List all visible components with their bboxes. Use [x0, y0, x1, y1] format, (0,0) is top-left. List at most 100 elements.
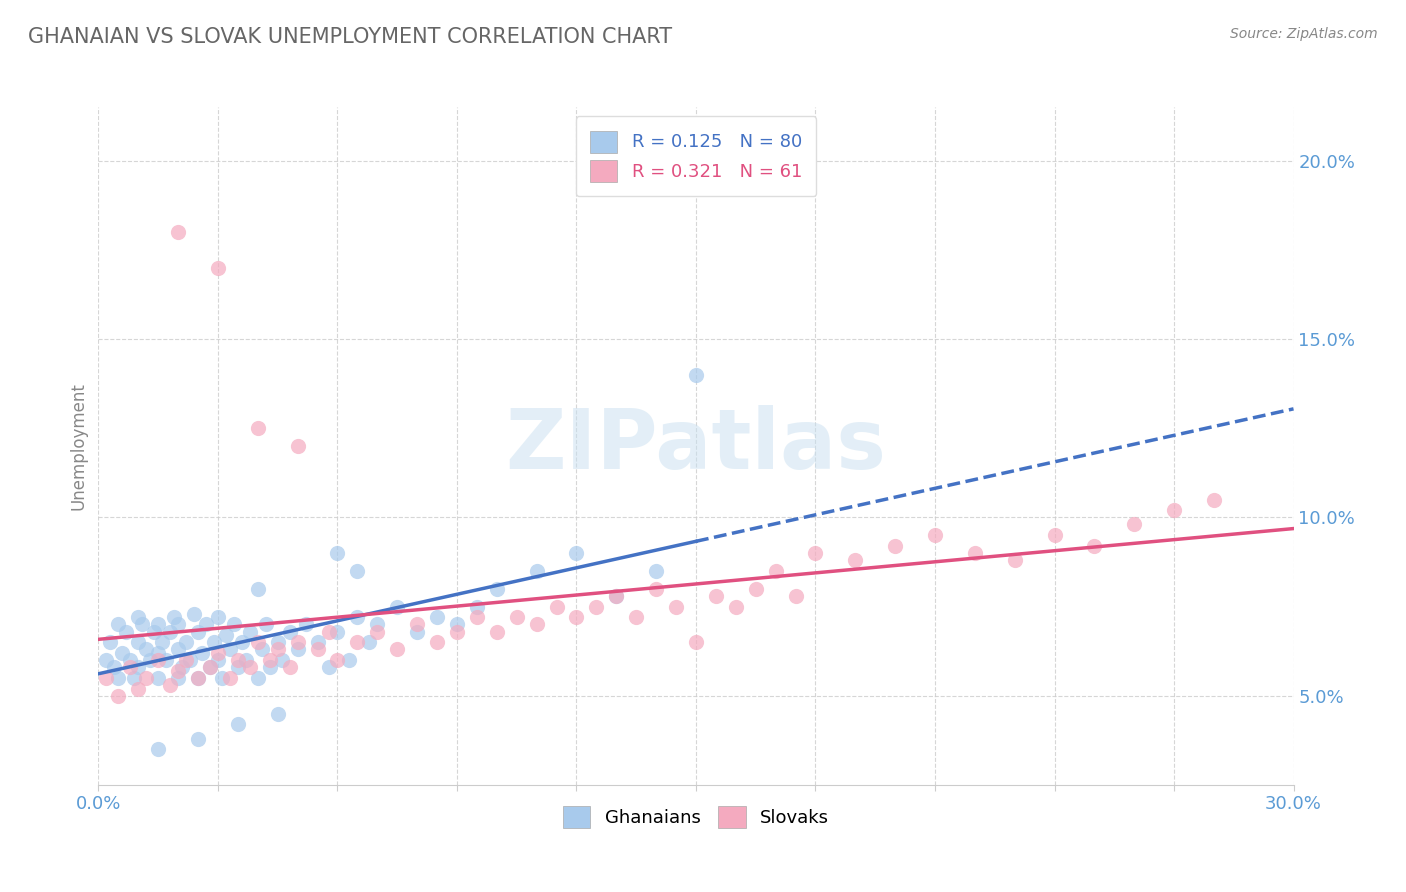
Point — [167, 617, 190, 632]
Point — [346, 610, 368, 624]
Point — [187, 671, 209, 685]
Point — [103, 660, 125, 674]
Point — [685, 368, 707, 382]
Point — [187, 731, 209, 746]
Point — [1123, 517, 1146, 532]
Point — [139, 653, 162, 667]
Point — [167, 664, 190, 678]
Point — [326, 546, 349, 560]
Point — [318, 624, 340, 639]
Point — [207, 610, 229, 624]
Point — [605, 589, 627, 603]
Point — [485, 624, 508, 639]
Point — [546, 599, 568, 614]
Point — [844, 553, 866, 567]
Point — [226, 653, 249, 667]
Point — [191, 646, 214, 660]
Point — [159, 624, 181, 639]
Point — [148, 742, 170, 756]
Point — [446, 624, 468, 639]
Point — [246, 582, 269, 596]
Point — [270, 653, 292, 667]
Point — [207, 260, 229, 275]
Point — [267, 642, 290, 657]
Point — [207, 646, 229, 660]
Point — [219, 642, 242, 657]
Point — [724, 599, 747, 614]
Point — [127, 610, 149, 624]
Point — [111, 646, 134, 660]
Point — [645, 564, 668, 578]
Point — [115, 624, 138, 639]
Point — [526, 617, 548, 632]
Point — [135, 642, 157, 657]
Point — [406, 624, 429, 639]
Point — [1083, 539, 1105, 553]
Point — [135, 671, 157, 685]
Point — [307, 642, 329, 657]
Point — [785, 589, 807, 603]
Point — [198, 660, 221, 674]
Point — [1043, 528, 1066, 542]
Point — [172, 660, 194, 674]
Point — [259, 660, 281, 674]
Point — [1202, 492, 1225, 507]
Point — [107, 671, 129, 685]
Point — [366, 617, 388, 632]
Point — [326, 624, 349, 639]
Point — [963, 546, 986, 560]
Point — [179, 653, 201, 667]
Point — [259, 653, 281, 667]
Point — [278, 624, 301, 639]
Point — [745, 582, 768, 596]
Point — [167, 642, 190, 657]
Point — [239, 624, 262, 639]
Point — [202, 635, 225, 649]
Point — [506, 610, 529, 624]
Point — [924, 528, 946, 542]
Point — [250, 642, 273, 657]
Point — [148, 617, 170, 632]
Legend: Ghanaians, Slovaks: Ghanaians, Slovaks — [554, 797, 838, 837]
Point — [267, 706, 290, 721]
Point — [174, 653, 197, 667]
Point — [127, 681, 149, 696]
Point — [465, 599, 488, 614]
Point — [287, 642, 309, 657]
Y-axis label: Unemployment: Unemployment — [69, 382, 87, 510]
Point — [239, 660, 262, 674]
Point — [605, 589, 627, 603]
Point — [326, 653, 349, 667]
Point — [359, 635, 381, 649]
Point — [565, 610, 588, 624]
Point — [307, 635, 329, 649]
Point — [626, 610, 648, 624]
Point — [207, 653, 229, 667]
Point — [124, 671, 146, 685]
Point — [231, 635, 253, 649]
Point — [150, 635, 173, 649]
Point — [96, 653, 118, 667]
Point — [226, 717, 249, 731]
Point — [127, 635, 149, 649]
Text: Source: ZipAtlas.com: Source: ZipAtlas.com — [1230, 27, 1378, 41]
Point — [294, 617, 316, 632]
Point — [163, 610, 186, 624]
Point — [195, 617, 218, 632]
Text: GHANAIAN VS SLOVAK UNEMPLOYMENT CORRELATION CHART: GHANAIAN VS SLOVAK UNEMPLOYMENT CORRELAT… — [28, 27, 672, 46]
Point — [346, 564, 368, 578]
Point — [215, 628, 238, 642]
Point — [187, 624, 209, 639]
Point — [198, 660, 221, 674]
Point — [98, 635, 122, 649]
Point — [526, 564, 548, 578]
Point — [385, 642, 409, 657]
Point — [465, 610, 488, 624]
Point — [155, 653, 177, 667]
Point — [222, 617, 245, 632]
Point — [96, 671, 118, 685]
Point — [226, 660, 249, 674]
Point — [127, 660, 149, 674]
Point — [107, 689, 129, 703]
Point — [211, 671, 233, 685]
